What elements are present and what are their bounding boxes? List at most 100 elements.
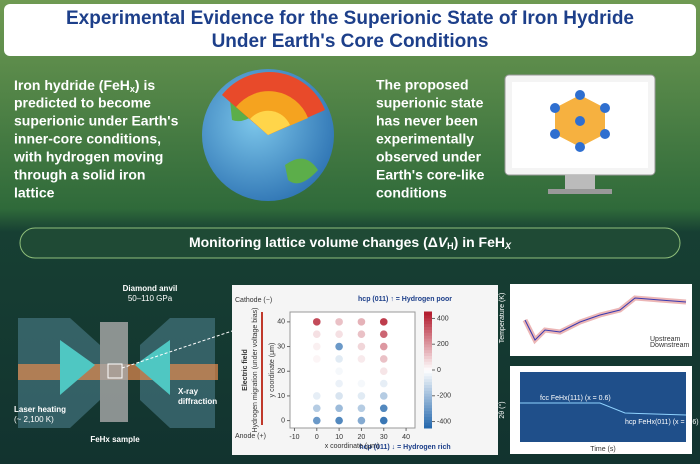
colorbar-cell	[424, 386, 432, 391]
left-text: Iron hydride (FeHx) is	[14, 77, 155, 95]
x-tick-label: 30	[380, 434, 388, 441]
point	[335, 318, 343, 326]
point	[357, 355, 366, 363]
point	[379, 404, 388, 413]
point	[335, 342, 343, 351]
point	[312, 392, 321, 400]
colorbar-cell	[424, 349, 432, 354]
point	[357, 367, 366, 376]
left-text: lattice	[14, 185, 55, 201]
left-text: inner-core conditions,	[14, 131, 161, 147]
right-text: conditions	[376, 185, 447, 201]
colorbar-cell	[424, 381, 432, 385]
x-tick-label: 40	[402, 434, 410, 441]
colorbar-cell	[424, 389, 432, 394]
label: (~ 2,100 K)	[14, 415, 54, 424]
point	[379, 379, 388, 388]
colorbar-cell	[424, 384, 432, 388]
y-axis-label: y coordinate (μm)	[269, 343, 276, 398]
label: Laser heating	[14, 405, 66, 414]
point	[335, 367, 343, 376]
label: diffraction	[178, 397, 217, 406]
title-box	[4, 4, 696, 56]
point	[335, 330, 343, 339]
point	[379, 330, 388, 339]
annotation: hcp FeHx(011) (x = 0.6)	[625, 419, 699, 426]
axis-label: Temperature (K)	[499, 293, 506, 344]
point	[357, 392, 366, 400]
colorbar-cell	[424, 421, 432, 426]
label: 50–110 GPa	[128, 294, 173, 303]
colorbar-cell	[424, 360, 432, 365]
colorbar-cell	[424, 366, 432, 371]
colorbar-cell	[424, 346, 432, 351]
point	[335, 379, 343, 388]
point	[379, 342, 388, 351]
earth	[202, 69, 334, 201]
right-text: The proposed	[376, 77, 469, 93]
point	[335, 416, 343, 425]
y-tick-label: 40	[277, 319, 285, 326]
point	[312, 330, 321, 339]
label: Diamond anvil	[123, 284, 178, 293]
point	[312, 355, 321, 363]
colorbar-cell	[424, 375, 432, 380]
colorbar-cell	[424, 410, 432, 414]
legend: Downstream	[650, 342, 689, 349]
y-tick-label: 10	[277, 393, 285, 400]
colorbar-cell	[424, 392, 432, 397]
side-charts	[510, 284, 692, 454]
colorbar-cell	[424, 424, 432, 429]
colorbar-cell	[424, 326, 432, 330]
colorbar-cell	[424, 343, 432, 348]
colorbar-cell	[424, 317, 432, 322]
text-part: Monitoring lattice volume changes (Δ	[189, 234, 438, 250]
colorbar-cell	[424, 372, 432, 377]
colorbar-cell	[424, 334, 432, 339]
colorbar-cell	[424, 331, 432, 336]
y-tick-label: 0	[281, 417, 285, 424]
monitor	[504, 74, 656, 194]
left-text: with hydrogen moving	[13, 149, 163, 165]
label: X-ray	[178, 387, 199, 396]
text-part: ) is	[135, 77, 155, 93]
plot-area	[289, 311, 416, 429]
colorbar-cell	[424, 355, 432, 359]
point	[312, 318, 321, 326]
y-tick-label: 20	[277, 368, 285, 375]
colorbar-cell	[424, 401, 432, 406]
text-part: ) in FeH	[454, 234, 505, 250]
point	[312, 342, 321, 351]
colorbar-cell	[424, 363, 432, 368]
label: Anode (+)	[235, 433, 266, 440]
annotation: hcp (011) ↓ = Hydrogen rich	[359, 444, 450, 451]
point	[312, 416, 321, 425]
right-text: experimentally	[376, 131, 474, 147]
subscript: x	[130, 84, 135, 94]
banner-text: Monitoring lattice volume changes (ΔVH) …	[189, 234, 512, 252]
colorbar-cell	[424, 369, 432, 374]
colorbar-tick-label: 0	[437, 367, 441, 374]
subscript: X	[504, 241, 512, 251]
point	[335, 355, 343, 363]
right-text: superionic state	[376, 95, 484, 111]
colorbar-cell	[424, 413, 432, 417]
point	[379, 318, 388, 326]
legend: Upstream	[650, 336, 681, 343]
title: Experimental Evidence for the Superionic…	[66, 8, 634, 29]
point	[335, 392, 343, 400]
colorbar-cell	[424, 337, 432, 342]
point	[379, 367, 388, 376]
y-tick-label: 30	[277, 343, 285, 350]
right-text: has never been	[376, 113, 478, 129]
subscript: H	[447, 241, 454, 251]
right-text: observed under	[376, 149, 482, 165]
banner	[19, 227, 681, 259]
annotation: fcc FeHx(111) (x = 0.6)	[540, 395, 611, 402]
colorbar-cell	[424, 398, 432, 403]
colorbar-cell	[424, 320, 432, 325]
colorbar-cell	[424, 407, 432, 412]
left-text: through a solid iron	[14, 167, 145, 183]
